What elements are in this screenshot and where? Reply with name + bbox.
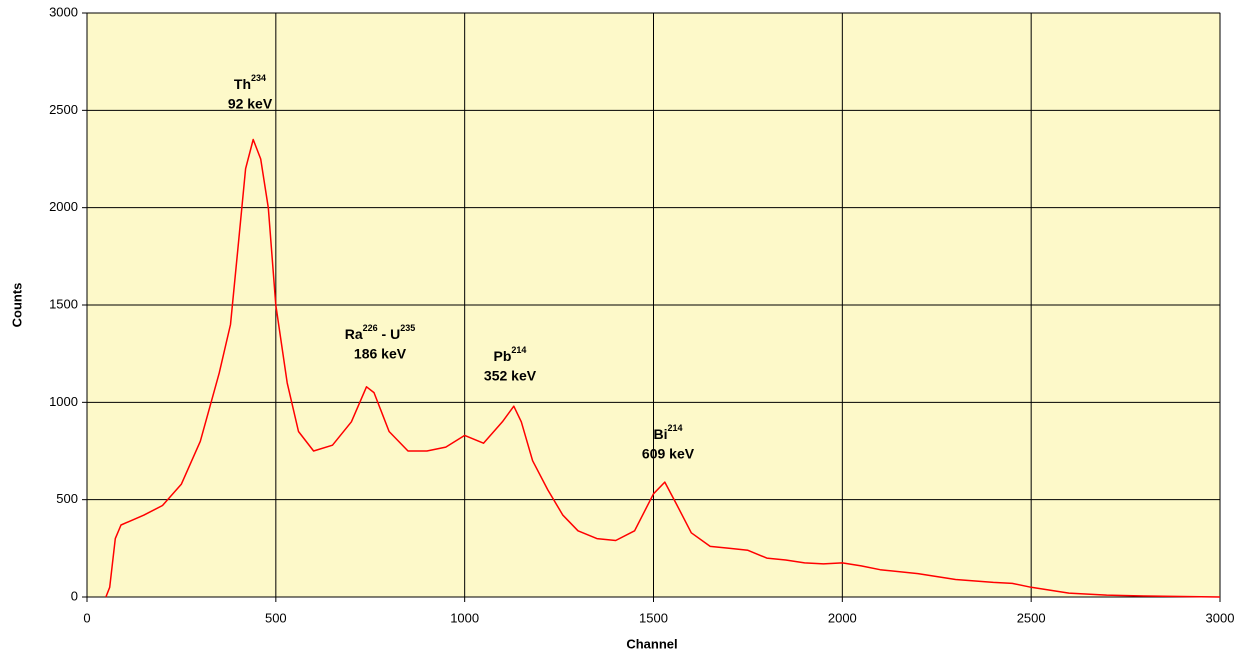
- peak-energy: 609 keV: [642, 446, 695, 462]
- peak-energy: 92 keV: [228, 96, 273, 112]
- peak-label-element: Th: [234, 76, 251, 92]
- peak-label-element: Bi: [653, 426, 667, 442]
- peak-label-superscript: 214: [667, 423, 682, 433]
- x-tick-label: 0: [83, 610, 90, 625]
- y-axis-title: Counts: [9, 283, 24, 328]
- peak-label-element: Ra: [345, 326, 363, 342]
- peak-label-element: Pb: [494, 348, 512, 364]
- peak-label: Bi214: [653, 423, 682, 441]
- peak-energy: 186 keV: [354, 346, 407, 362]
- x-axis-title: Channel: [626, 636, 677, 651]
- x-tick-label: 2000: [828, 610, 857, 625]
- y-tick-label: 1000: [49, 394, 78, 409]
- y-tick-label: 500: [56, 491, 78, 506]
- peak-label: Pb214: [494, 345, 527, 363]
- x-tick-label: 1000: [450, 610, 479, 625]
- y-tick-label: 0: [71, 588, 78, 603]
- spectrum-line: [105, 138, 1221, 598]
- y-tick-label: 1500: [49, 296, 78, 311]
- x-tick-label: 2500: [1017, 610, 1046, 625]
- y-tick-label: 3000: [49, 4, 78, 19]
- peak-label-superscript: 234: [251, 73, 266, 83]
- x-tick-label: 3000: [1206, 610, 1235, 625]
- peak-energy: 352 keV: [484, 368, 537, 384]
- y-tick-label: 2000: [49, 199, 78, 214]
- y-tick-label: 2500: [49, 102, 78, 117]
- peak-label-superscript: 235: [400, 323, 415, 333]
- x-tick-label: 1500: [639, 610, 668, 625]
- peak-label-element: - U: [378, 326, 401, 342]
- peak-label: Ra226 - U235: [345, 323, 416, 341]
- peak-label: Th234: [234, 73, 266, 91]
- peak-label-superscript: 214: [511, 345, 526, 355]
- peak-label-superscript: 226: [363, 323, 378, 333]
- x-tick-label: 500: [265, 610, 287, 625]
